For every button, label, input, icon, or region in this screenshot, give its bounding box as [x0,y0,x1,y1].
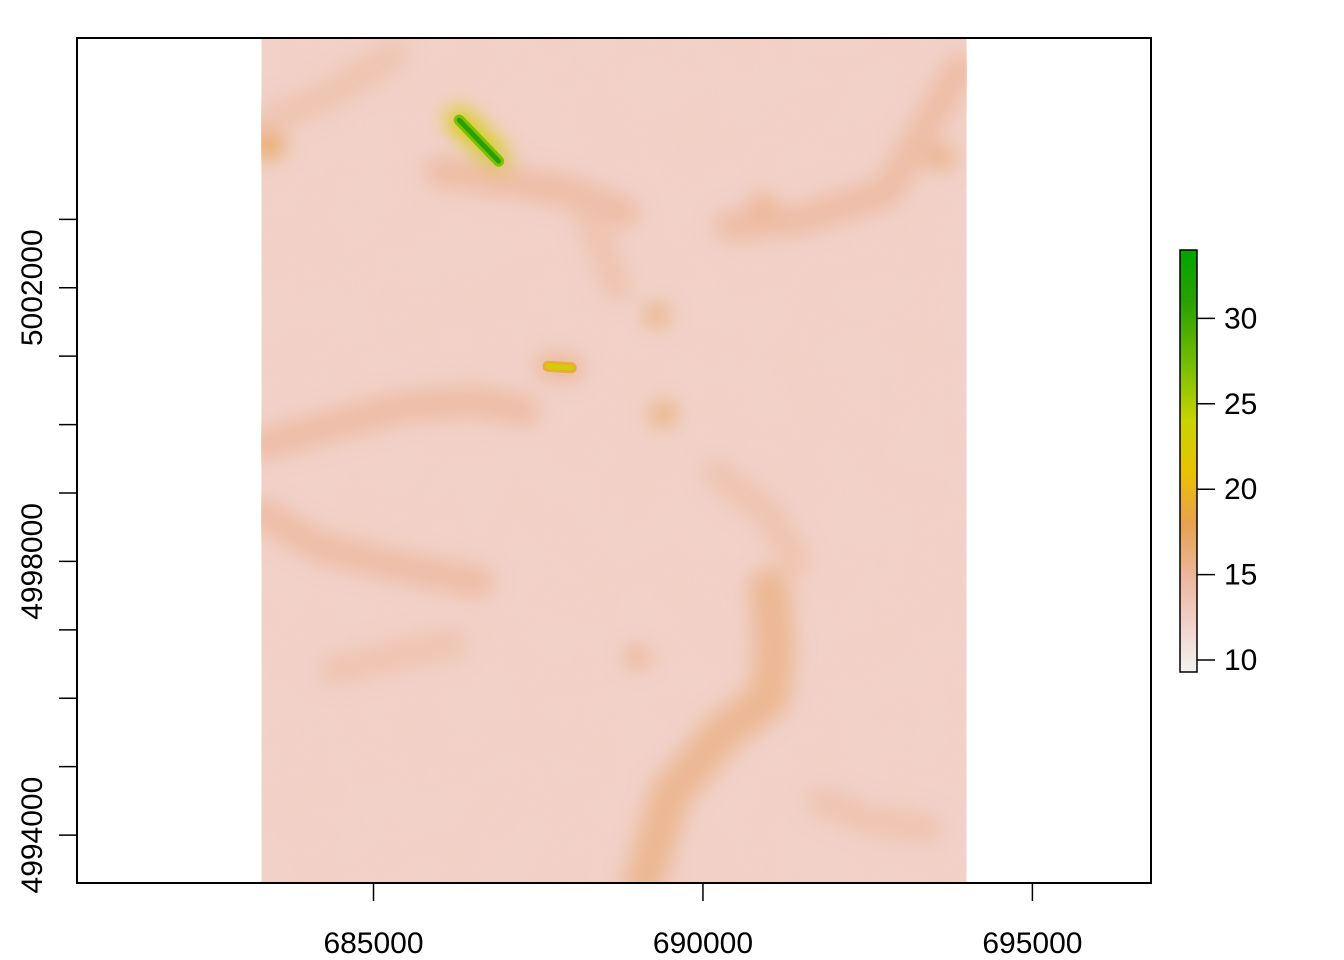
colorbar-tick-label: 25 [1224,388,1257,421]
colorbar-tick-label: 15 [1224,559,1257,592]
raster-valley [261,498,494,597]
raster-valley [701,457,811,577]
colorbar-ticks: 10 15 20 25 30 [1197,302,1257,677]
y-tick-label: 4998000 [16,503,49,620]
colorbar-tick-label: 20 [1224,473,1257,506]
raster-blob [625,646,649,668]
x-axis: 685000 690000 695000 [323,883,1082,960]
raster-valley [623,568,796,883]
colorbar-gradient [1179,249,1198,673]
x-tick-label: 695000 [982,927,1082,960]
raster-valley [569,190,633,303]
colorbar: 10 15 20 25 30 [1179,249,1257,677]
y-tick-label: 5002000 [16,229,49,346]
y-axis: 4994000 4998000 5002000 [16,218,77,894]
x-tick-label: 685000 [323,927,423,960]
colorbar-tick-label: 10 [1224,644,1257,677]
x-tick-label: 690000 [653,927,753,960]
raster-ridge-core [545,363,574,371]
raster-features [261,40,967,883]
y-tick-label: 4994000 [16,777,49,894]
raster-peaks [453,114,577,374]
raster-blob [925,144,955,171]
raster-blob [644,304,669,326]
raster-texture [261,38,967,883]
raster-valley [806,785,942,844]
raster-layer [261,38,967,883]
plot-frame [76,37,1152,884]
colorbar-tick-label: 30 [1224,302,1257,335]
raster-ridge-core [456,117,502,164]
raster-valley [319,628,468,686]
raster-blob [650,402,677,427]
raster-valley [261,385,540,461]
raster-valley [261,40,409,139]
raster-valley [714,53,967,242]
